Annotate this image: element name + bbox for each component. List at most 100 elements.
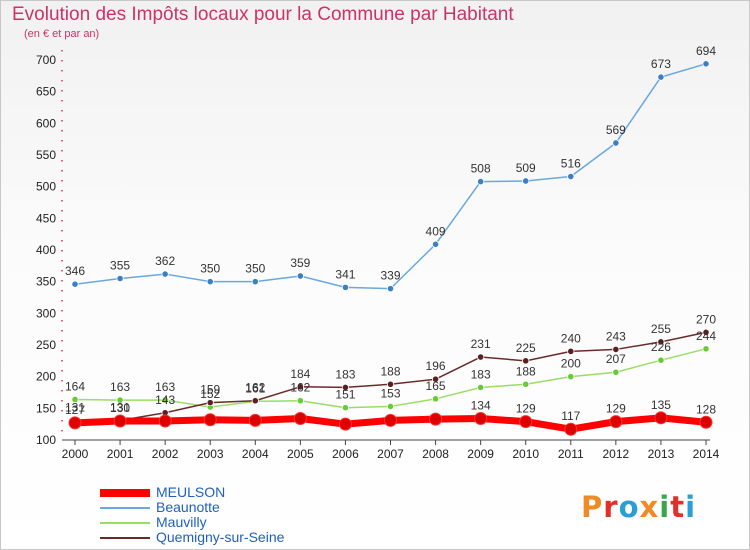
data-label: 159 [200,383,220,397]
data-point [386,285,395,293]
data-label: 184 [290,367,310,381]
data-label: 164 [65,379,85,393]
data-point [251,397,259,405]
data-label: 341 [335,267,355,281]
data-point [206,278,214,286]
data-label: 350 [200,262,220,276]
data-point [386,380,395,388]
data-point [386,402,395,411]
data-point [522,380,530,388]
data-point [477,178,485,186]
data-point [68,416,82,430]
data-point [116,274,124,283]
data-point [71,280,79,288]
legend-label-mauvilly: Mauvilly [156,514,207,530]
data-point [474,411,488,425]
data-label: 162 [290,381,310,395]
x-tick-label: 2003 [197,447,224,461]
data-label: 339 [380,269,400,283]
data-label: 569 [606,123,626,137]
data-label: 127 [65,403,85,417]
data-point [612,139,620,147]
data-point [567,172,575,181]
data-point [567,373,575,381]
data-label: 231 [471,337,491,351]
data-label: 359 [290,256,310,270]
x-tick-label: 2011 [558,447,584,461]
logo-letter: i [659,490,671,524]
x-tick-label: 2008 [422,447,449,461]
data-label: 131 [65,400,85,414]
x-tick-label: 2007 [377,447,404,461]
x-tick-label: 2009 [467,447,494,461]
proxiti-logo: Proxiti [581,490,696,524]
data-point [699,415,713,429]
data-point [657,338,665,346]
x-tick-label: 2010 [512,447,539,461]
y-tick-label: 150 [36,401,56,415]
data-point [158,414,172,428]
legend-label-quemigny: Quemigny-sur-Seine [156,529,285,545]
y-tick-label: 500 [36,180,56,194]
data-label: 200 [561,357,581,371]
data-point [612,368,620,376]
chart-title: Evolution des Impôts locaux pour la Comm… [12,4,514,25]
data-point [477,383,485,392]
data-label: 131 [110,400,130,414]
data-point [702,60,710,68]
data-label: 162 [245,381,265,395]
y-tick-label: 300 [36,306,56,320]
data-point [702,328,710,336]
data-point [612,345,620,354]
data-point [567,347,575,355]
data-label: 165 [426,379,446,393]
data-point [522,357,530,365]
y-tick-label: 350 [36,275,56,289]
data-point [657,356,665,364]
y-tick-label: 400 [36,243,56,257]
data-label: 143 [155,393,175,407]
data-point [341,383,350,392]
legend-label-meulson: MEULSON [156,484,226,500]
data-point [113,414,127,428]
legend-swatch-meulson [100,489,150,497]
data-label: 117 [561,409,580,423]
data-label: 207 [606,352,626,366]
data-point [296,383,304,391]
data-point [206,399,214,407]
data-label: 243 [606,329,626,343]
data-label: 151 [335,388,355,402]
data-point [429,412,443,426]
x-tick-label: 2005 [287,447,314,461]
y-tick-label: 700 [36,53,56,67]
data-label: 346 [65,264,85,278]
data-point [431,375,440,383]
data-label: 134 [471,398,491,412]
logo-letter: t [670,490,686,524]
legend-swatch-quemigny [100,537,150,539]
data-label: 130 [110,401,130,415]
x-tick-label: 2002 [152,447,179,461]
data-label: 129 [606,402,626,416]
x-tick-label: 2014 [693,447,720,461]
data-label: 161 [245,381,265,395]
data-label: 183 [471,367,491,381]
data-label: 128 [696,402,716,416]
data-label: 163 [110,380,130,394]
data-point [654,411,668,425]
data-label: 163 [155,380,175,394]
data-label: 129 [516,402,536,416]
data-point [477,353,485,361]
data-label: 516 [561,157,581,171]
chart-subtitle: (en € et par an) [24,28,100,40]
data-point [519,415,533,429]
data-label: 508 [471,162,491,176]
x-tick-label: 2000 [62,447,89,461]
data-point [522,177,530,185]
data-point [161,396,169,404]
data-point [702,345,710,353]
data-label: 509 [516,161,536,175]
logo-letter: i [685,490,697,524]
data-point [71,395,79,404]
